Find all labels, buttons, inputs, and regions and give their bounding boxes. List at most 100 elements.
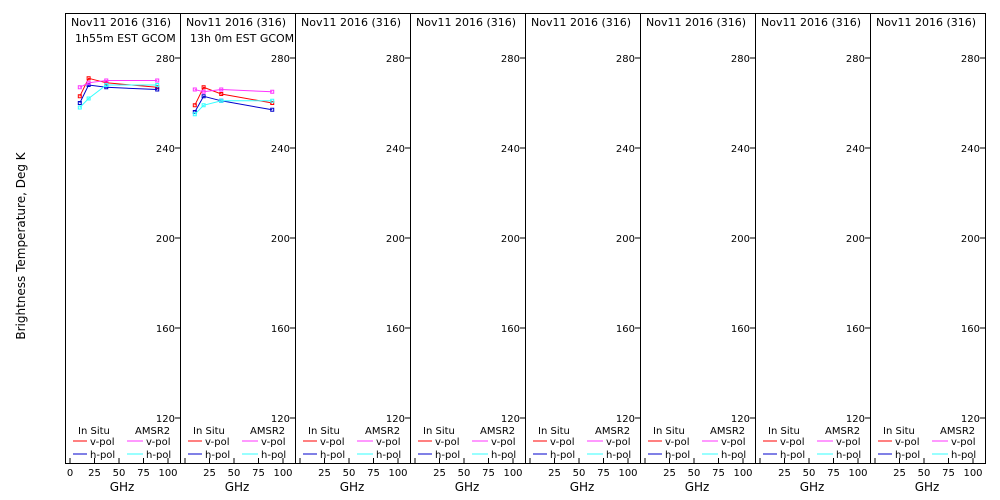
x-axis-label: GHz bbox=[225, 480, 250, 494]
panel-5: Nov11 2016 (316) 120 160 200 240 280 25 50 75 100… bbox=[525, 13, 641, 494]
data-point bbox=[155, 87, 160, 92]
x-tick-label: 25 bbox=[88, 468, 101, 479]
legend-label-in-situ-v-pol: v-pol bbox=[435, 437, 460, 448]
x-tick-label: 25 bbox=[778, 468, 791, 479]
x-tick-label: 75 bbox=[597, 468, 610, 479]
x-tick-label: 75 bbox=[137, 468, 150, 479]
x-tick-label: 50 bbox=[228, 468, 241, 479]
y-tick-label: 240 bbox=[386, 144, 405, 155]
data-point bbox=[201, 94, 206, 99]
y-tick-label: 160 bbox=[616, 324, 635, 335]
legend-header-amsr2: AMSR2 bbox=[250, 426, 285, 437]
legend-label-amsr2-h-pol: h-pol bbox=[376, 450, 401, 461]
series-amsr2-v bbox=[77, 78, 160, 90]
x-tick-label: 50 bbox=[573, 468, 586, 479]
y-tick-label: 160 bbox=[501, 324, 520, 335]
y-tick-label: 200 bbox=[846, 234, 865, 245]
y-tick-label: 120 bbox=[846, 414, 865, 425]
panel-1: Nov11 2016 (316) 1h55m EST GCOM 120 160 200 2… bbox=[65, 13, 181, 494]
legend-label-in-situ-v-pol: v-pol bbox=[550, 437, 575, 448]
panel-8: Nov11 2016 (316) 120 160 200 240 280 25 50 75 100… bbox=[870, 13, 986, 494]
y-tick-label: 280 bbox=[961, 54, 980, 65]
y-tick-label: 120 bbox=[501, 414, 520, 425]
data-point bbox=[77, 105, 82, 110]
x-tick-label: 100 bbox=[733, 468, 752, 479]
data-point bbox=[86, 80, 91, 85]
legend-label-amsr2-v-pol: v-pol bbox=[951, 437, 976, 448]
y-tick-label: 200 bbox=[156, 234, 175, 245]
y-tick-label: 120 bbox=[731, 414, 750, 425]
x-tick-label: 75 bbox=[712, 468, 725, 479]
x-tick-label: 25 bbox=[663, 468, 676, 479]
y-tick-label: 200 bbox=[731, 234, 750, 245]
y-tick-label: 240 bbox=[961, 144, 980, 155]
x-tick-label: 75 bbox=[252, 468, 265, 479]
legend-header-amsr2: AMSR2 bbox=[825, 426, 860, 437]
x-tick-label: 25 bbox=[548, 468, 561, 479]
y-axis-label: Brightness Temperature, Deg K bbox=[14, 151, 28, 339]
panels: Nov11 2016 (316) 1h55m EST GCOM 120 160 200 2… bbox=[65, 13, 986, 494]
series-in-situ-v bbox=[77, 76, 160, 99]
legend-header-in-situ: In Situ bbox=[78, 426, 110, 437]
y-tick-label: 240 bbox=[616, 144, 635, 155]
y-tick-label: 280 bbox=[616, 54, 635, 65]
legend-label-amsr2-h-pol: h-pol bbox=[836, 450, 861, 461]
legend-header-amsr2: AMSR2 bbox=[480, 426, 515, 437]
panel-subtitle: 1h55m EST GCOM bbox=[75, 32, 176, 45]
data-point bbox=[192, 110, 197, 114]
legend-label-in-situ-h-pol: h-pol bbox=[780, 450, 805, 461]
x-tick-label: 25 bbox=[433, 468, 446, 479]
legend-label-amsr2-v-pol: v-pol bbox=[606, 437, 631, 448]
series-line bbox=[194, 88, 273, 93]
panel-frame bbox=[870, 13, 986, 464]
x-tick-label: 50 bbox=[688, 468, 701, 479]
data-point bbox=[86, 76, 91, 81]
series-amsr2-h bbox=[192, 98, 275, 117]
x-axis-label: GHz bbox=[800, 480, 825, 494]
x-tick-label: 75 bbox=[942, 468, 955, 479]
legend-header-in-situ: In Situ bbox=[538, 426, 570, 437]
legend-label-in-situ-h-pol: h-pol bbox=[320, 450, 345, 461]
panel-2: Nov11 2016 (316) 13h 0m EST GCOM 120 160 200… bbox=[180, 13, 296, 494]
data-point bbox=[104, 80, 109, 85]
data-point bbox=[270, 98, 275, 103]
y-tick-label: 280 bbox=[731, 54, 750, 65]
legend-header-amsr2: AMSR2 bbox=[595, 426, 630, 437]
data-point bbox=[86, 96, 91, 101]
data-point bbox=[201, 85, 206, 90]
panel-6: Nov11 2016 (316) 120 160 200 240 280 25 50 75 100… bbox=[640, 13, 756, 494]
data-point bbox=[104, 85, 109, 90]
x-tick-label: 75 bbox=[367, 468, 380, 479]
y-tick-label: 160 bbox=[386, 324, 405, 335]
y-tick-label: 200 bbox=[616, 234, 635, 245]
x-tick-label: 100 bbox=[158, 468, 177, 479]
data-point bbox=[104, 83, 109, 87]
legend-header-amsr2: AMSR2 bbox=[365, 426, 400, 437]
legend-label-amsr2-v-pol: v-pol bbox=[836, 437, 861, 448]
x-tick-label: 50 bbox=[918, 468, 931, 479]
x-tick-label: 100 bbox=[963, 468, 982, 479]
panel-title: Nov11 2016 (316) bbox=[416, 16, 516, 29]
y-tick-label: 200 bbox=[501, 234, 520, 245]
panel-title: Nov11 2016 (316) bbox=[646, 16, 746, 29]
x-tick-label: 25 bbox=[203, 468, 216, 479]
y-tick-label: 160 bbox=[731, 324, 750, 335]
data-point bbox=[192, 87, 197, 92]
data-point bbox=[155, 78, 160, 83]
y-tick-label: 160 bbox=[846, 324, 865, 335]
x-tick-label: 50 bbox=[113, 468, 126, 479]
y-tick-label: 120 bbox=[156, 414, 175, 425]
y-tick-label: 160 bbox=[961, 324, 980, 335]
y-tick-label: 280 bbox=[156, 54, 175, 65]
y-tick-label: 240 bbox=[731, 144, 750, 155]
panel-3: Nov11 2016 (316) 120 160 200 240 280 25 50 75 100… bbox=[295, 13, 411, 494]
legend-label-amsr2-h-pol: h-pol bbox=[146, 450, 171, 461]
legend-header-amsr2: AMSR2 bbox=[710, 426, 745, 437]
